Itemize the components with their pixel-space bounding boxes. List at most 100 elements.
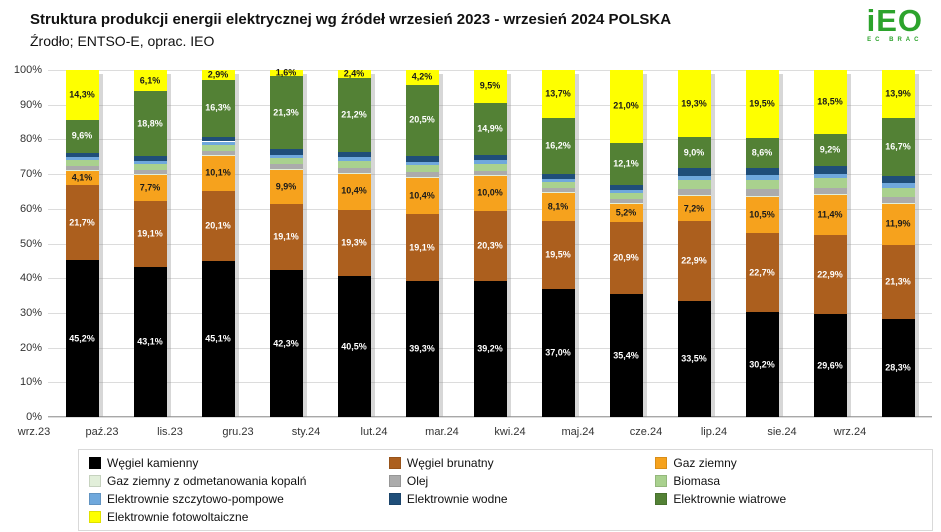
bar-segment: 20,3% (473, 210, 507, 281)
bar-segment (609, 198, 643, 203)
bar-segment-label: 13,9% (885, 88, 911, 99)
bar-segment-label: 10,0% (477, 187, 503, 198)
y-tick-label: 50% (19, 237, 42, 250)
legend-label: Gaz ziemny (673, 456, 737, 470)
bar-segment-label: 42,3% (273, 338, 299, 349)
bar-segment-label: 2,9% (207, 69, 229, 80)
bar-segment-label: 11,4% (817, 209, 843, 220)
legend-item: Węgiel brunatny (388, 454, 656, 472)
bar-segment: 5,2% (609, 203, 643, 222)
bar-segment-label: 45,2% (69, 333, 95, 344)
bar-segment-label: 9,6% (71, 130, 93, 141)
bar-segment (337, 157, 371, 161)
bar-segment: 40,5% (337, 276, 371, 417)
x-tick-label: lis.23 (157, 426, 183, 438)
bar-segment: 20,5% (405, 84, 439, 156)
bar-shadow (166, 74, 171, 417)
legend-swatch-icon (89, 475, 101, 487)
bar-segment: 30,2% (745, 312, 779, 417)
bar-segment (337, 167, 371, 173)
bar-segment-label: 19,5% (749, 98, 775, 109)
legend-swatch-icon (388, 475, 401, 487)
legend-swatch-icon (655, 457, 668, 469)
bar-segment: 19,5% (745, 70, 779, 138)
bar-segment: 11,4% (813, 195, 847, 235)
legend-swatch-icon (388, 457, 401, 469)
bar-segment-label: 7,2% (683, 203, 705, 214)
bar-segment-label: 21,7% (69, 217, 95, 227)
bar-segment (745, 179, 779, 190)
bar-segment (745, 167, 779, 176)
y-tick-label: 10% (19, 376, 42, 389)
bar-segment: 19,5% (541, 220, 575, 289)
bar-segment (65, 166, 99, 170)
bar-segment (133, 164, 167, 170)
bar-segment (881, 187, 915, 197)
bar-segment-label: 19,1% (137, 228, 163, 239)
bar-segment-label: 21,2% (341, 109, 367, 120)
bar-segment (677, 189, 711, 196)
bar-segment (269, 154, 303, 158)
bar-segment-label: 40,5% (341, 341, 367, 352)
chart-legend: Węgiel kamienny Węgiel brunatny Gaz ziemny… (78, 449, 933, 531)
bar-segment: 14,9% (473, 102, 507, 155)
bar-segment-label: 19,3% (681, 98, 707, 108)
legend-item: Gaz ziemny (655, 454, 922, 472)
bar-segment-label: 7,7% (139, 182, 161, 193)
legend-label: Węgiel kamienny (107, 456, 199, 470)
bar-shadow (778, 74, 783, 417)
bar-segment-label: 30,2% (749, 359, 775, 370)
bar-segment (473, 154, 507, 161)
bar-shadow (438, 74, 443, 417)
bar-segment (269, 168, 303, 170)
legend-item: Elektrownie wiatrowe (655, 490, 922, 508)
legend-label: Elektrownie fotowoltaiczne (107, 510, 249, 524)
bar-segment-label: 13,7% (545, 88, 571, 99)
bar-segment (133, 156, 167, 162)
y-tick-label: 70% (19, 168, 42, 181)
bar-segment (473, 170, 507, 176)
bar-segment (677, 180, 711, 190)
bar-segment: 19,3% (337, 209, 371, 277)
bar-segment: 21,2% (337, 78, 371, 152)
legend-label: Gaz ziemny z odmetanowania kopalń (107, 474, 307, 488)
bar-segment-label: 4,2% (411, 71, 433, 82)
bar-segment-label: 37,0% (545, 347, 571, 358)
legend-label: Biomasa (673, 474, 721, 488)
bar-segment (813, 173, 847, 179)
x-tick-label: sie.24 (767, 426, 797, 438)
bar-segment (405, 161, 439, 166)
legend-label: Olej (406, 474, 429, 488)
bar-segment-label: 29,6% (817, 360, 843, 371)
bar-segment-label: 6,1% (139, 75, 161, 86)
bar-segment-label: 21,0% (613, 100, 639, 111)
bar-segment (677, 168, 711, 176)
bar-shadow (506, 74, 511, 417)
bar-segment-label: 16,2% (545, 140, 571, 151)
bar-segment: 10,4% (337, 173, 371, 210)
bar-segment: 13,7% (541, 70, 575, 118)
bar-segment-label: 22,9% (817, 269, 843, 280)
bar-segment: 16,3% (201, 80, 235, 137)
bar-segment-label: 9,9% (275, 181, 297, 192)
bar-segment (813, 178, 847, 188)
legend-item: Olej (388, 472, 656, 490)
y-tick-label: 40% (19, 272, 42, 285)
bar-segment (745, 195, 779, 198)
bar-segment (473, 163, 507, 171)
stacked-bar-chart: 0% 10% 20% 30% 40% 50% 60% 70% 80% 90% 100% 45,2% 2… (0, 64, 941, 445)
bar-segment-label: 8,1% (547, 201, 569, 212)
bar-segment: 9,2% (813, 134, 847, 167)
bar-segment: 2,9% (201, 69, 235, 81)
bar-segment-label: 19,1% (273, 231, 299, 242)
bar-segment (541, 192, 575, 193)
bar-segment: 9,6% (65, 119, 99, 153)
bar-segment: 12,1% (609, 142, 643, 185)
bar-segment (813, 166, 847, 174)
bar-segment: 37,0% (541, 288, 575, 417)
bar-segment (813, 194, 847, 196)
bar-segment (201, 155, 235, 156)
bar-segment: 16,7% (881, 118, 915, 177)
legend-label: Elektrownie wiatrowe (673, 492, 787, 506)
